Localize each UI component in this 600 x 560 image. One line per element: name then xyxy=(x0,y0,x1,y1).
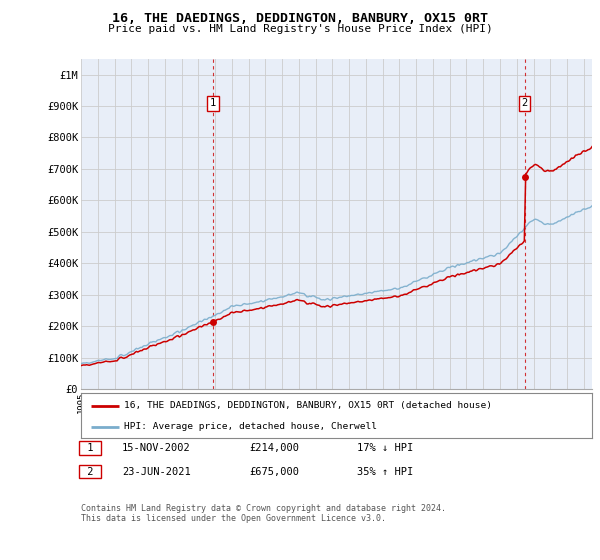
Text: £675,000: £675,000 xyxy=(249,466,299,477)
Text: 2: 2 xyxy=(521,99,528,109)
Text: £214,000: £214,000 xyxy=(249,443,299,453)
Text: 1: 1 xyxy=(210,99,216,109)
Text: 16, THE DAEDINGS, DEDDINGTON, BANBURY, OX15 0RT: 16, THE DAEDINGS, DEDDINGTON, BANBURY, O… xyxy=(112,12,488,25)
Text: 17% ↓ HPI: 17% ↓ HPI xyxy=(357,443,413,453)
Text: 15-NOV-2002: 15-NOV-2002 xyxy=(122,443,191,453)
Text: Price paid vs. HM Land Registry's House Price Index (HPI): Price paid vs. HM Land Registry's House … xyxy=(107,24,493,34)
Text: 16, THE DAEDINGS, DEDDINGTON, BANBURY, OX15 0RT (detached house): 16, THE DAEDINGS, DEDDINGTON, BANBURY, O… xyxy=(124,401,493,410)
Text: 23-JUN-2021: 23-JUN-2021 xyxy=(122,466,191,477)
Text: Contains HM Land Registry data © Crown copyright and database right 2024.
This d: Contains HM Land Registry data © Crown c… xyxy=(81,504,446,524)
Text: 1: 1 xyxy=(81,443,100,453)
Text: 2: 2 xyxy=(81,466,100,477)
Text: 35% ↑ HPI: 35% ↑ HPI xyxy=(357,466,413,477)
Text: HPI: Average price, detached house, Cherwell: HPI: Average price, detached house, Cher… xyxy=(124,422,377,431)
